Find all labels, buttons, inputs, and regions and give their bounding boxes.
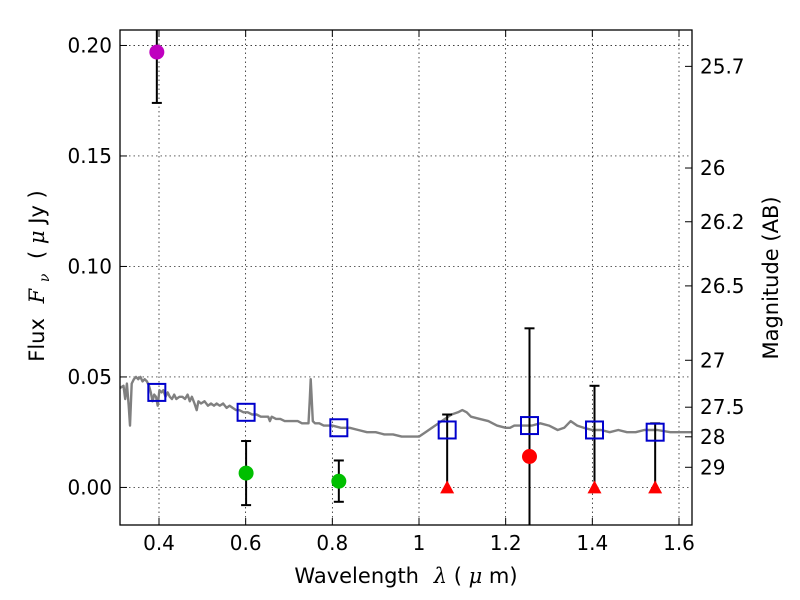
y-axis-label-unit-rest: Jy ) (25, 190, 49, 226)
x-axis-label-unit-open: ( (454, 564, 462, 588)
x-tick-label-1: 0.6 (230, 531, 262, 555)
sed-template-line (119, 375, 692, 438)
x-axis-label-unit-rest: m) (489, 564, 518, 588)
model-point-3 (437, 420, 457, 440)
x-tick-label-2: 0.8 (316, 531, 348, 555)
x-axis-label: Wavelength λ ( μ m) (294, 564, 517, 588)
x-axis-label-word: Wavelength (294, 564, 419, 588)
upper-limit-triangle-2 (648, 480, 663, 494)
upper-limit-triangle-1 (587, 480, 602, 494)
x-tick-label-6: 1.6 (663, 531, 695, 555)
y2-tick-label-2: 26.2 (700, 210, 745, 234)
y-axis-label: Flux F ν ( μ Jy ) (25, 190, 54, 362)
sed-template-layer (119, 375, 692, 438)
y-tick-label-1: 0.05 (67, 365, 112, 389)
y2-tick-label-7: 29 (700, 455, 725, 479)
optical-point-1 (331, 473, 347, 489)
y-axis-label-subscript: ν (37, 273, 53, 282)
y-tick-label-4: 0.20 (67, 33, 112, 57)
optical-point-0 (238, 465, 254, 481)
uv-point-0 (149, 44, 165, 60)
y-axis-label-unit-mu: μ (25, 230, 49, 244)
y2-tick-label-0: 25.7 (700, 54, 745, 78)
y2-axis-label: Magnitude (AB) (759, 196, 783, 359)
upper-limit-triangle-0 (440, 480, 455, 494)
y-axis-label-word: Flux (25, 318, 49, 362)
x-tick-label-3: 1 (413, 531, 426, 555)
x-tick-label-0: 0.4 (143, 531, 175, 555)
y2-tick-label-1: 26 (700, 156, 725, 180)
model-point-1 (236, 402, 256, 422)
model-point-0 (147, 382, 167, 402)
plot-frame (119, 29, 693, 526)
x-tick-label-4: 1.2 (490, 531, 522, 555)
y2-tick-label-5: 27.5 (700, 395, 745, 419)
y-axis-label-symbol: F (25, 287, 49, 304)
x-tick-label-5: 1.4 (576, 531, 608, 555)
y-tick-label-2: 0.10 (67, 254, 112, 278)
grid-lines (120, 30, 692, 525)
y2-tick-label-4: 27 (700, 348, 725, 372)
model-point-4 (520, 416, 539, 436)
nir-point-0 (522, 448, 537, 464)
model-point-5 (585, 420, 604, 440)
model-point-2 (329, 418, 349, 438)
y2-tick-label-6: 28 (700, 425, 725, 449)
y-tick-label-3: 0.15 (67, 144, 112, 168)
data-markers-layer (147, 44, 665, 494)
y-axis-label-unit-open: ( (25, 244, 49, 259)
y2-tick-label-3: 26.5 (700, 274, 745, 298)
x-axis-label-unit-mu: μ (469, 564, 483, 588)
x-axis-label-symbol: λ (433, 564, 447, 588)
y-tick-label-0: 0.00 (67, 475, 112, 499)
axis-ticks-layer: 0.4 0.6 0.8 1 1.2 1.4 1.6 0.00 0.05 0.10 0.15 0.20 2… (67, 30, 745, 555)
error-bars-layer (151, 30, 661, 525)
model-point-6 (645, 422, 665, 442)
